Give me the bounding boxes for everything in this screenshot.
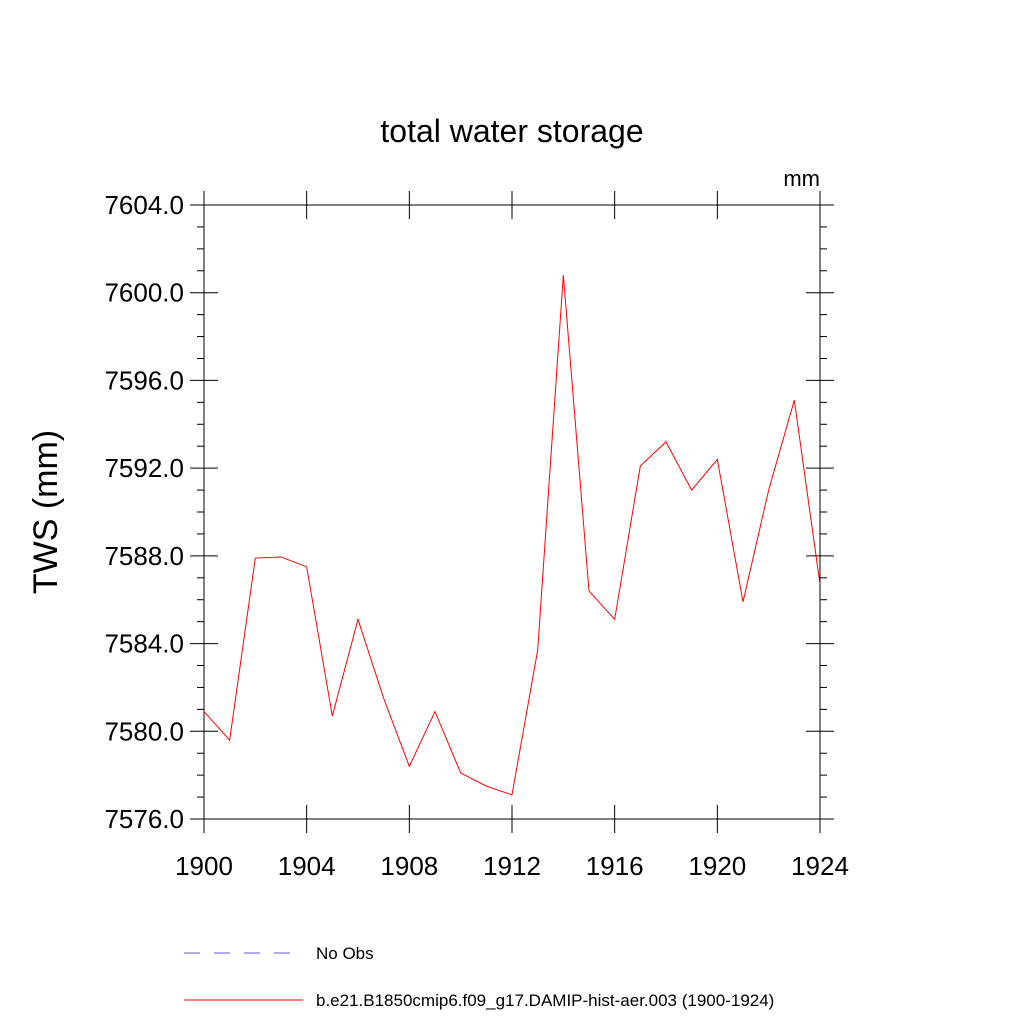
y-tick-label: 7596.0 [104, 365, 184, 395]
x-tick-label: 1920 [688, 851, 746, 881]
y-tick-label: 7576.0 [104, 804, 184, 834]
chart-title: total water storage [380, 113, 643, 149]
x-tick-label: 1924 [791, 851, 849, 881]
y-tick-label: 7584.0 [104, 629, 184, 659]
legend: No Obs b.e21.B1850cmip6.f09_g17.DAMIP-hi… [184, 944, 774, 1010]
x-tick-label: 1908 [380, 851, 438, 881]
series-layer [203, 275, 821, 796]
units-label: mm [783, 166, 820, 191]
y-tick-label: 7604.0 [104, 190, 184, 220]
y-ticks: 7576.0 7580.0 7584.0 7588.0 7592.0 7596.0 7600… [104, 190, 834, 834]
y-tick-label: 7580.0 [104, 716, 184, 746]
y-tick-label: 7600.0 [104, 278, 184, 308]
y-tick-label: 7592.0 [104, 453, 184, 483]
x-tick-label: 1912 [483, 851, 541, 881]
plot-frame [203, 204, 821, 820]
x-tick-label: 1900 [175, 851, 233, 881]
y-axis-label: TWS (mm) [27, 430, 65, 594]
legend-label-model: b.e21.B1850cmip6.f09_g17.DAMIP-hist-aer.… [316, 991, 774, 1010]
series-line [203, 275, 821, 796]
legend-label-no-obs: No Obs [316, 944, 374, 963]
y-tick-label: 7588.0 [104, 541, 184, 571]
x-tick-label: 1904 [278, 851, 336, 881]
x-tick-label: 1916 [586, 851, 644, 881]
x-ticks: 1900 1904 1908 1912 1916 1920 1924 [175, 191, 849, 881]
